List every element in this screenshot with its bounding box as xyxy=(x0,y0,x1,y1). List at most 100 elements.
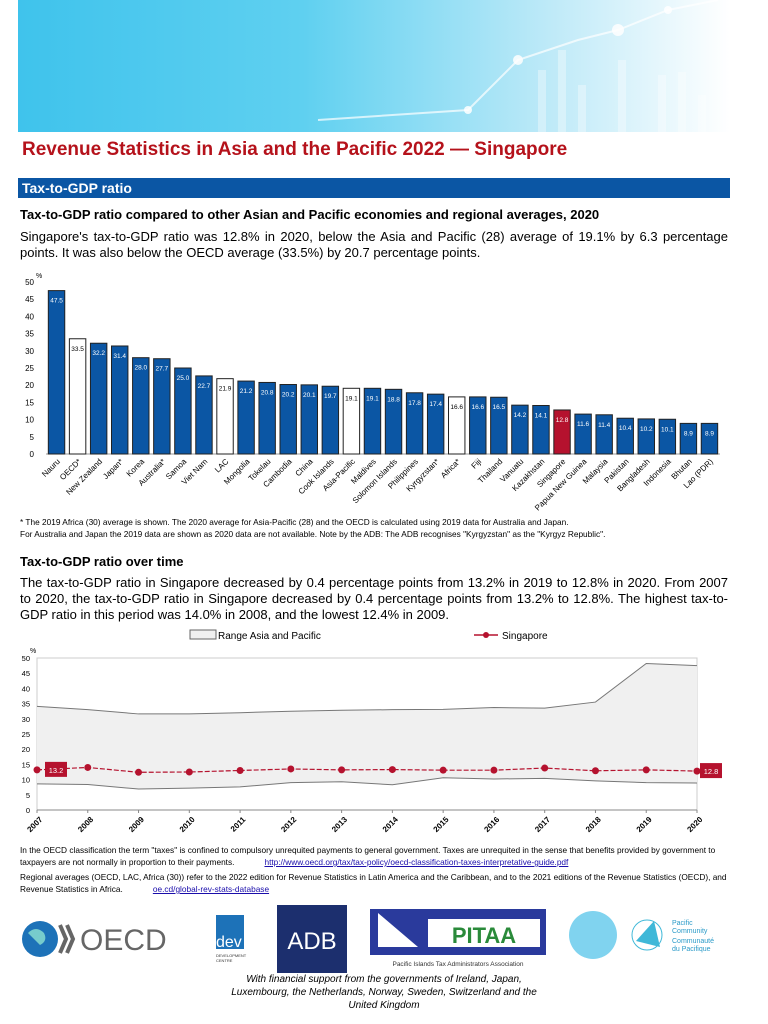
bar-chart-heading: Tax-to-GDP ratio compared to other Asian… xyxy=(20,207,600,222)
y-tick-label: 10 xyxy=(25,416,34,425)
bar xyxy=(490,396,508,455)
bar xyxy=(448,396,466,455)
x-tick-label: 2018 xyxy=(584,815,603,834)
svg-text:Pacific Islands Tax Administra: Pacific Islands Tax Administrators Assoc… xyxy=(392,961,523,968)
data-label: 21.9 xyxy=(219,386,232,393)
svg-text:dev: dev xyxy=(216,934,242,951)
singapore-line xyxy=(36,766,698,773)
y-tick-label: 25 xyxy=(25,364,34,373)
bar xyxy=(511,404,529,455)
bar xyxy=(363,387,382,455)
bar xyxy=(195,375,213,455)
footer-notes: In the OECD classification the term "tax… xyxy=(20,844,730,895)
y-tick-label: 0 xyxy=(26,806,30,815)
singapore-point xyxy=(541,764,549,772)
data-label: 11.6 xyxy=(577,421,590,428)
header-banner xyxy=(18,0,730,132)
bar-chart-description: Singapore's tax-to-GDP ratio was 12.8% i… xyxy=(20,229,728,260)
bar xyxy=(321,385,340,455)
y-tick-label: 25 xyxy=(22,730,30,739)
y-tick-label: 45 xyxy=(25,295,34,304)
data-label: 19.7 xyxy=(324,393,337,400)
data-label: 17.4 xyxy=(429,401,442,408)
y-tick-label: 40 xyxy=(22,684,30,693)
bar xyxy=(300,384,318,455)
bar xyxy=(384,388,403,455)
end-value-label: 12.8 xyxy=(704,767,719,776)
start-value-label: 13.2 xyxy=(49,766,64,775)
note-1: * The 2019 Africa (30) average is shown.… xyxy=(20,517,569,527)
bar xyxy=(553,409,571,455)
bar xyxy=(174,367,192,455)
note-2: For Australia and Japan the 2019 data ar… xyxy=(20,529,606,539)
data-label: 10.2 xyxy=(640,426,653,433)
data-label: 25.0 xyxy=(177,375,190,382)
bar xyxy=(679,422,698,455)
singapore-point xyxy=(33,766,41,774)
y-tick-label: 5 xyxy=(26,791,30,800)
svg-text:DEVELOPMENT: DEVELOPMENT xyxy=(216,953,247,958)
section-band: Tax-to-GDP ratio xyxy=(18,178,730,198)
y-tick-label: 50 xyxy=(22,654,30,663)
singapore-point xyxy=(693,767,701,775)
singapore-point xyxy=(490,766,498,774)
bar xyxy=(68,338,87,455)
y-tick-label: 35 xyxy=(25,330,34,339)
bar xyxy=(405,392,424,455)
category-label: Japan* xyxy=(101,457,125,481)
data-label: 16.6 xyxy=(450,404,463,411)
x-tick-label: 2016 xyxy=(482,815,501,834)
y-tick-label: 40 xyxy=(25,312,34,321)
classification-link[interactable]: http://www.oecd.org/tax/tax-policy/oecd-… xyxy=(264,857,569,867)
start-label-box xyxy=(45,761,67,777)
singapore-point xyxy=(591,767,599,775)
data-label: 21.2 xyxy=(240,388,253,395)
bar-chart: %0510152025303540455047.5Nauru33.5OECD*3… xyxy=(25,273,720,512)
legend-range-label: Range Asia and Pacific xyxy=(218,631,321,642)
singapore-point xyxy=(236,766,244,774)
y-tick-label: 35 xyxy=(22,700,30,709)
data-label: 20.2 xyxy=(282,392,295,399)
bar xyxy=(574,413,592,455)
bar xyxy=(426,393,445,455)
line-chart-description: The tax-to-GDP ratio in Singapore decrea… xyxy=(20,575,728,622)
singapore-point xyxy=(185,768,193,776)
footer-line-2: Regional averages (OECD, LAC, Africa (30… xyxy=(20,872,727,894)
x-tick-label: 2014 xyxy=(381,815,400,834)
data-label: 32.2 xyxy=(92,350,105,357)
line-chart-heading: Tax-to-GDP ratio over time xyxy=(20,554,184,569)
y-tick-label: 20 xyxy=(22,745,30,754)
category-label: Africa* xyxy=(439,457,462,480)
range-min-line xyxy=(36,777,698,790)
data-label: 27.7 xyxy=(156,366,169,373)
x-tick-label: 2011 xyxy=(229,815,248,834)
bar xyxy=(279,384,297,455)
x-tick-label: 2007 xyxy=(25,815,44,834)
svg-text:CENTRE: CENTRE xyxy=(216,958,233,963)
x-tick-label: 2010 xyxy=(178,815,197,834)
adb-logo: ADB xyxy=(277,905,347,973)
database-link[interactable]: oe.cd/global-rev-stats-database xyxy=(152,884,270,894)
y-axis-unit: % xyxy=(30,648,36,655)
data-label: 28.0 xyxy=(134,365,147,372)
x-tick-label: 2019 xyxy=(635,815,654,834)
singapore-point xyxy=(388,766,396,774)
data-label: 16.6 xyxy=(471,404,484,411)
data-label: 20.1 xyxy=(303,392,316,399)
bar xyxy=(237,380,255,455)
y-tick-label: 30 xyxy=(25,347,34,356)
line-chart: Range Asia and Pacific Singapore% 0 5 10 15 20… xyxy=(22,629,722,834)
y-tick-label: 20 xyxy=(25,381,34,390)
bar xyxy=(616,417,634,455)
legend-singapore-label: Singapore xyxy=(502,631,548,642)
financial-support-note: With financial support from the governme… xyxy=(231,974,537,1011)
singapore-point xyxy=(84,763,92,771)
bar xyxy=(532,404,550,455)
data-label: 12.8 xyxy=(556,417,569,424)
x-tick-label: 2008 xyxy=(76,815,95,834)
data-label: 19.1 xyxy=(366,395,379,402)
category-label: Fiji xyxy=(470,457,484,471)
data-label: 20.8 xyxy=(261,389,274,396)
bar xyxy=(700,422,719,455)
